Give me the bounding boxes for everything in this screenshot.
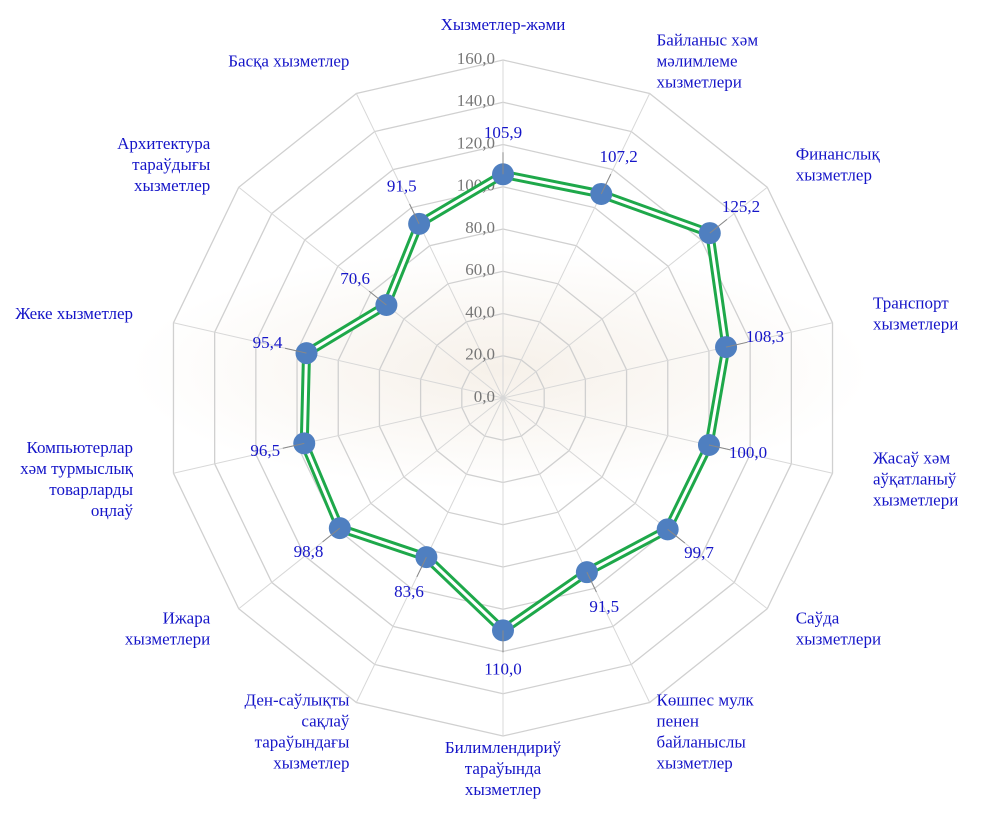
category-label-line: тараўында bbox=[465, 759, 542, 778]
category-label-line: тараўындағы bbox=[255, 733, 350, 752]
category-label-line: хәм турмыслық bbox=[20, 459, 134, 478]
category-label-line: Архитектура bbox=[117, 134, 211, 153]
r-tick-label: 40,0 bbox=[465, 302, 495, 321]
category-label-line: Хызметлер-жәми bbox=[441, 15, 566, 34]
category-label-line: сақлаў bbox=[301, 712, 350, 731]
category-label-line: Басқа хызметлер bbox=[228, 52, 349, 71]
category-label-line: Транспорт bbox=[873, 294, 949, 313]
category-label: Саўда хызметлери bbox=[796, 608, 881, 648]
category-label: Басқа хызметлер bbox=[228, 52, 349, 71]
category-label-line: Саўда bbox=[796, 608, 840, 627]
value-label: 100,0 bbox=[729, 443, 767, 462]
category-label-line: Жеке хызметлер bbox=[15, 304, 133, 323]
category-label-line: оңлаў bbox=[91, 501, 134, 520]
value-label: 105,9 bbox=[484, 123, 522, 142]
value-label: 96,5 bbox=[250, 441, 280, 460]
category-label: Билимлендириў тараўында хызметлер bbox=[445, 738, 562, 799]
category-label-line: хызметлери bbox=[796, 629, 881, 648]
category-label-line: Ижара bbox=[163, 608, 211, 627]
category-label-line: Финанслық bbox=[796, 144, 881, 163]
category-label: Хызметлер-жәми bbox=[441, 15, 566, 34]
value-label: 98,8 bbox=[294, 542, 324, 561]
category-label-line: Билимлендириў bbox=[445, 738, 562, 757]
category-label-line: Ден-саўлықты bbox=[245, 691, 351, 710]
category-label-line: пенен bbox=[657, 712, 699, 731]
value-label: 125,2 bbox=[722, 197, 760, 216]
category-label-line: Компьютерлар bbox=[26, 438, 133, 457]
category-label-line: Көшпес мулк bbox=[657, 691, 755, 710]
category-label-line: хызметлери bbox=[657, 73, 742, 92]
r-tick-label: 60,0 bbox=[465, 260, 495, 279]
category-label-line: хызметлер bbox=[134, 176, 210, 195]
value-label: 99,7 bbox=[684, 543, 714, 562]
category-label-line: мәлимлеме bbox=[657, 52, 738, 71]
value-label: 95,4 bbox=[253, 333, 283, 352]
category-label-line: хызметлер bbox=[465, 780, 541, 799]
value-label: 91,5 bbox=[589, 597, 619, 616]
category-label-line: байланыслы bbox=[657, 733, 747, 752]
category-label: Финанслық хызметлер bbox=[796, 144, 881, 184]
category-label-line: хызметлер bbox=[796, 165, 872, 184]
r-tick-label: 20,0 bbox=[465, 345, 495, 364]
r-tick-label: 80,0 bbox=[465, 218, 495, 237]
category-label-line: хызметлери bbox=[873, 491, 958, 510]
category-label: Архитектура тараўдығы хызметлер bbox=[117, 134, 211, 195]
category-label: Жасаў хәм аўқатланыў хызметлери bbox=[873, 449, 958, 510]
category-label-line: товарларды bbox=[49, 480, 133, 499]
category-label: Жеке хызметлер bbox=[15, 304, 133, 323]
category-label-line: Жасаў хәм bbox=[873, 449, 950, 468]
category-label: Ден-саўлықты сақлаў тараўындағы хызметлер bbox=[245, 691, 351, 773]
category-label-line: Байланыс хәм bbox=[657, 31, 759, 50]
category-label-line: хызметлер bbox=[657, 754, 733, 773]
chart: 0,020,040,060,080,0100,0120,0140,0160,0Х… bbox=[0, 0, 997, 829]
value-label: 108,3 bbox=[746, 327, 784, 346]
category-label: Байланыс хәм мәлимлеме хызметлери bbox=[657, 31, 759, 92]
value-label: 110,0 bbox=[484, 659, 522, 678]
value-label: 83,6 bbox=[394, 582, 424, 601]
r-tick-label: 0,0 bbox=[474, 387, 495, 406]
category-label-line: тараўдығы bbox=[132, 155, 211, 174]
category-label: Көшпес мулк пенен байланыслы хызметлер bbox=[657, 691, 755, 773]
category-label-line: хызметлери bbox=[125, 629, 210, 648]
category-label-line: хызметлер bbox=[273, 754, 349, 773]
category-label: Компьютерлар хәм турмыслық товарларды оңлаў bbox=[20, 438, 134, 520]
category-label: Ижара хызметлери bbox=[125, 608, 211, 648]
value-label: 91,5 bbox=[387, 177, 417, 196]
value-label: 70,6 bbox=[340, 269, 370, 288]
category-label-line: хызметлери bbox=[873, 315, 958, 334]
category-label: Транспорт хызметлери bbox=[873, 294, 958, 334]
category-label-line: аўқатланыў bbox=[873, 470, 957, 489]
value-label: 107,2 bbox=[599, 147, 637, 166]
r-tick-label: 140,0 bbox=[457, 91, 495, 110]
r-tick-label: 160,0 bbox=[457, 49, 495, 68]
